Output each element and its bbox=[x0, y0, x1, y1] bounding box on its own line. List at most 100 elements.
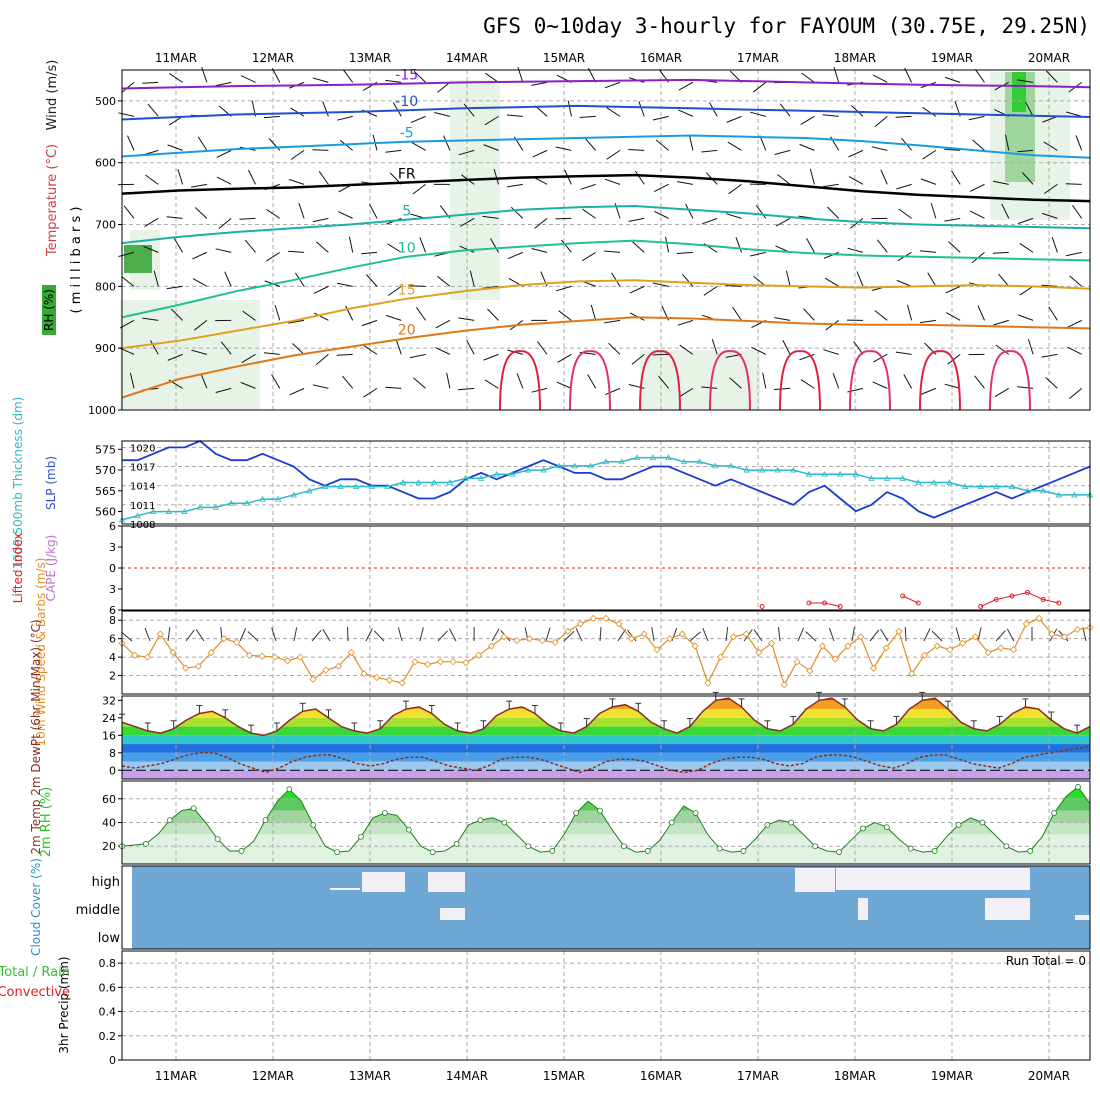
li-tick-label: 3 bbox=[109, 541, 116, 554]
rh-point bbox=[740, 848, 747, 854]
wind-barb bbox=[397, 627, 403, 642]
wind-barb bbox=[292, 343, 305, 355]
wind-barb bbox=[288, 250, 305, 253]
ylabel-cloud-cover: Cloud Cover (%) bbox=[29, 858, 43, 956]
date-label-bottom: 19MAR bbox=[931, 1069, 973, 1083]
cape-li-panel: 6 3 0 3 6 bbox=[109, 520, 1091, 617]
rh-point bbox=[286, 786, 293, 793]
wind-barb bbox=[629, 285, 645, 294]
thickness-tick-label: 570 bbox=[95, 464, 116, 477]
wind-barb bbox=[491, 628, 500, 642]
wind-speed-point bbox=[131, 651, 139, 659]
wind-barb bbox=[248, 169, 256, 185]
rh-point bbox=[716, 845, 723, 852]
thickness-point bbox=[852, 470, 859, 477]
wind-barb bbox=[922, 149, 937, 160]
run-total-label: Run Total = 0 bbox=[1006, 954, 1086, 968]
rh-tick-label: 60 bbox=[102, 793, 116, 806]
wind-barb bbox=[419, 237, 427, 253]
slp-line bbox=[122, 439, 1091, 519]
rh-point bbox=[405, 826, 412, 833]
wind-barb bbox=[484, 379, 499, 389]
wind-barb bbox=[799, 143, 815, 151]
isotherm-line bbox=[121, 239, 1091, 319]
rh-point bbox=[668, 819, 675, 826]
pressure-tick-label: 600 bbox=[95, 157, 116, 170]
wind-speed-point bbox=[1022, 620, 1030, 628]
temp-tick-label: 8 bbox=[109, 747, 116, 760]
wind-speed-point bbox=[334, 662, 343, 670]
wind-barb bbox=[466, 339, 475, 355]
wind-speed-point bbox=[768, 639, 776, 647]
wind-barb bbox=[628, 149, 645, 151]
thickness-point bbox=[353, 483, 360, 490]
wind-barb bbox=[782, 339, 791, 355]
wind-barb bbox=[385, 79, 402, 83]
wind-barb bbox=[995, 630, 1006, 642]
wind-barb bbox=[197, 136, 208, 151]
wind-barb bbox=[611, 272, 621, 287]
wind-barb bbox=[361, 319, 378, 327]
wind-barb bbox=[608, 342, 621, 355]
li-line bbox=[809, 602, 841, 607]
precip-tick-label: 0 bbox=[109, 1054, 116, 1067]
wind-barb bbox=[1045, 377, 1058, 389]
wind-barb bbox=[701, 149, 718, 153]
rh-point bbox=[1003, 843, 1010, 850]
legend-total-rain: Total / Rain bbox=[0, 965, 70, 980]
wind-barb bbox=[880, 628, 889, 642]
thickness-point bbox=[243, 499, 251, 506]
wind-barb bbox=[298, 203, 305, 219]
date-label-top: 19MAR bbox=[931, 51, 973, 65]
rh-point bbox=[644, 848, 651, 854]
pressure-tick-label: 800 bbox=[95, 280, 116, 293]
wind-barb bbox=[459, 245, 475, 253]
wind-speed-point bbox=[475, 651, 483, 659]
wind-barb bbox=[777, 174, 791, 185]
wind-speed-point bbox=[1060, 633, 1069, 641]
wind-barb bbox=[599, 626, 602, 642]
wind-barb bbox=[268, 138, 281, 151]
wind-barb bbox=[337, 211, 353, 219]
li-tick-label: 6 bbox=[109, 520, 116, 533]
wind-barb bbox=[832, 373, 840, 389]
wind-barb bbox=[665, 236, 670, 253]
wind-barb bbox=[1082, 627, 1087, 642]
thickness-point bbox=[696, 458, 703, 465]
wind-barb bbox=[215, 81, 232, 87]
cloud-block bbox=[795, 868, 835, 892]
rh-point bbox=[429, 849, 436, 856]
date-label-bottom: 12MAR bbox=[252, 1069, 294, 1083]
wind-barb bbox=[702, 217, 718, 225]
wind-speed-point bbox=[513, 636, 521, 645]
rh-point bbox=[621, 843, 627, 850]
wind-speed-point bbox=[271, 653, 279, 661]
rh-point bbox=[764, 821, 771, 828]
wind-barb bbox=[463, 103, 475, 117]
pressure-tick-label: 900 bbox=[95, 342, 116, 355]
precip-tick-label: 0.8 bbox=[99, 957, 117, 970]
temp-tick-label: 0 bbox=[109, 764, 116, 777]
temp-band bbox=[122, 752, 1090, 762]
wind-barb bbox=[312, 217, 329, 223]
wind-barb bbox=[1017, 314, 1034, 321]
wind-barb bbox=[751, 346, 767, 355]
wind-speed-point bbox=[347, 648, 355, 657]
wind-speed-point bbox=[857, 633, 865, 641]
slp-tick-label: 1020 bbox=[130, 443, 155, 454]
thickness-point bbox=[649, 454, 657, 460]
wind-barb bbox=[678, 81, 694, 91]
wind-barb bbox=[895, 115, 912, 118]
wind-barb bbox=[1066, 111, 1082, 117]
wind-barb bbox=[1041, 284, 1058, 287]
wind-barb bbox=[605, 387, 621, 396]
wind-barb bbox=[923, 628, 931, 642]
thickness-point bbox=[790, 466, 797, 473]
isotherm-line bbox=[121, 78, 1091, 90]
wind-speed-point bbox=[424, 660, 432, 669]
temp-band bbox=[122, 744, 1090, 753]
wind-barb bbox=[580, 183, 596, 190]
rh-point bbox=[525, 843, 532, 850]
rh-shading-peak bbox=[124, 245, 152, 273]
